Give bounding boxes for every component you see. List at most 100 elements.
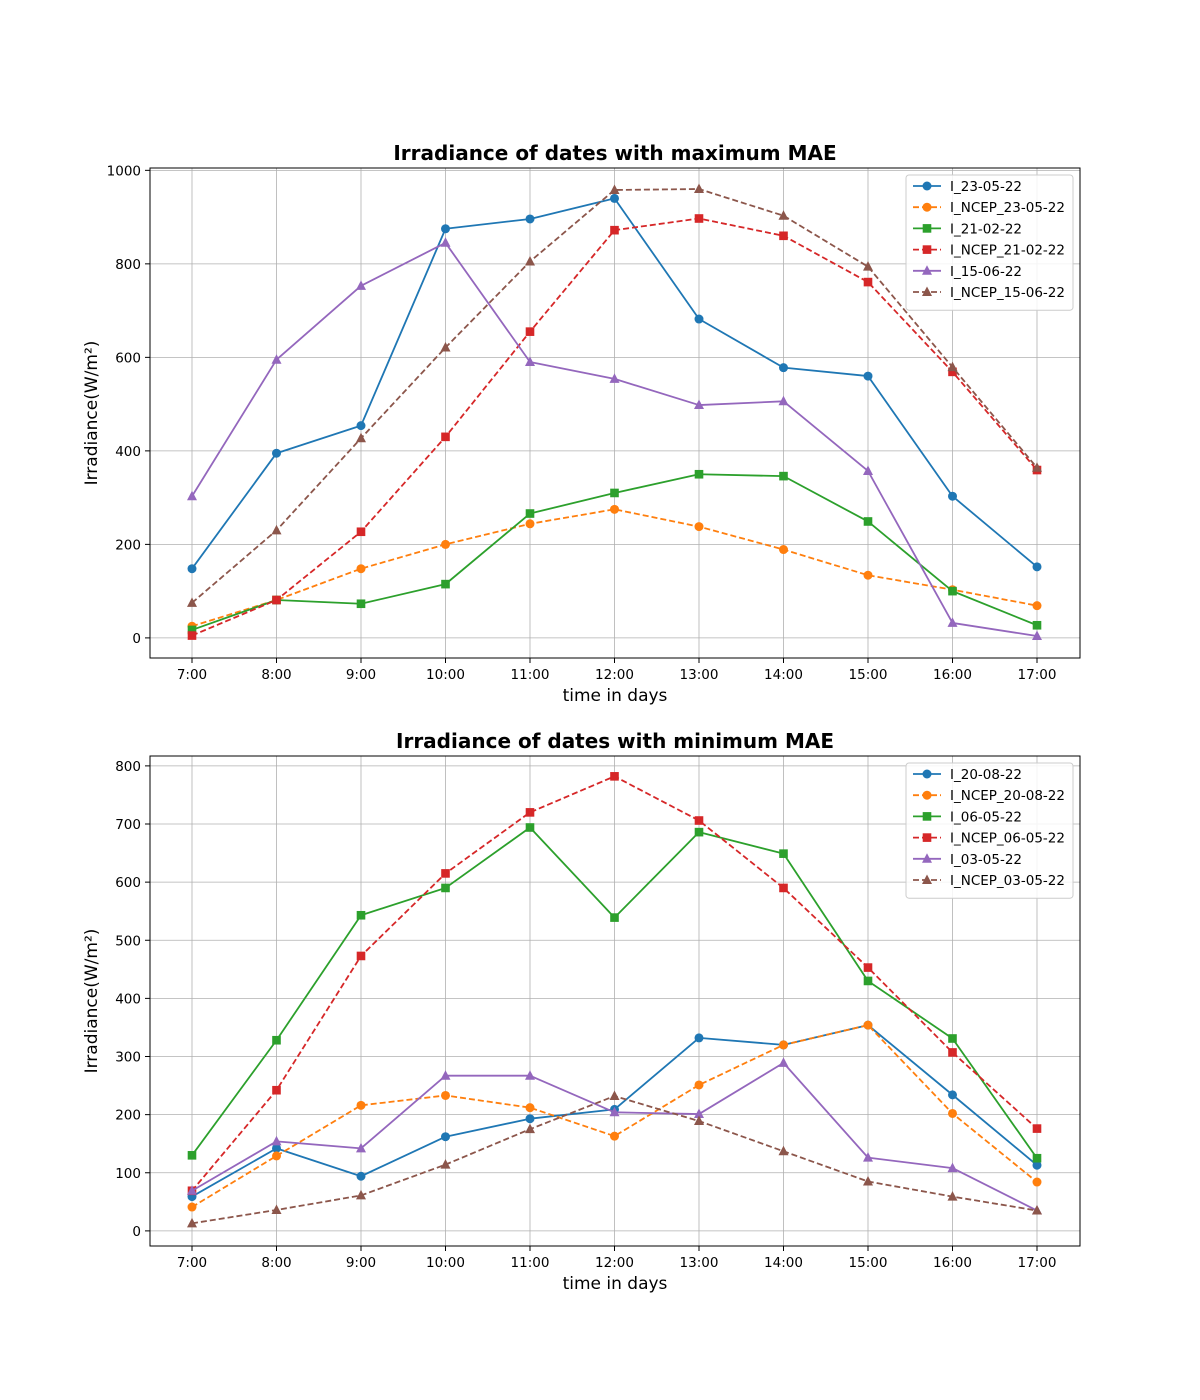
data-point	[778, 1145, 789, 1156]
legend-marker	[922, 874, 932, 884]
data-point	[441, 579, 450, 589]
data-point	[694, 1108, 704, 1119]
y-axis-label: Irradiance(W/m²)	[82, 341, 102, 486]
x-tick-label: 10:00	[426, 667, 465, 683]
chart-title: Irradiance of dates with minimum MAE	[396, 729, 834, 753]
data-point	[441, 224, 450, 234]
data-point	[525, 1070, 535, 1080]
series-6	[187, 183, 1042, 607]
x-tick-label: 14:00	[764, 1255, 803, 1271]
data-point	[948, 1108, 957, 1118]
data-point	[1032, 462, 1042, 472]
x-tick-label: 7:00	[177, 1255, 207, 1271]
data-point	[271, 1135, 282, 1146]
data-point	[779, 849, 788, 858]
y-tick-label: 400	[115, 991, 141, 1007]
x-tick-label: 13:00	[680, 1255, 719, 1271]
legend: I_23-05-22 I_NCEP_23-05-22 I_21-02-22 I_NCE…	[905, 174, 1074, 311]
legend-marker	[922, 790, 932, 800]
legend-box	[905, 174, 1074, 311]
x-tick-label: 13:00	[680, 667, 719, 683]
data-point	[863, 976, 873, 986]
data-point	[694, 183, 704, 194]
data-point	[356, 527, 366, 537]
legend-marker	[922, 833, 932, 842]
data-point	[356, 1171, 366, 1181]
data-point	[610, 504, 619, 514]
data-point	[779, 883, 788, 893]
data-point	[1032, 562, 1042, 572]
legend-label: I_23-05-22	[950, 179, 1022, 195]
y-tick-label: 0	[132, 631, 141, 647]
legend-marker	[922, 245, 932, 254]
data-point	[272, 1151, 281, 1161]
data-point	[609, 1106, 620, 1117]
legend-marker	[922, 181, 932, 191]
x-tick-label: 11:00	[511, 1255, 550, 1271]
data-point	[525, 214, 535, 224]
data-point	[1032, 1153, 1042, 1163]
legend-marker	[922, 286, 932, 296]
legend: I_20-08-22 I_NCEP_20-08-22 I_06-05-22 I_NCE…	[905, 762, 1074, 899]
data-point	[1032, 1205, 1042, 1215]
x-tick-label: 17:00	[1018, 1255, 1057, 1271]
y-tick-label: 500	[115, 933, 141, 949]
data-point	[779, 545, 788, 555]
y-tick-label: 1000	[107, 163, 141, 179]
data-point	[272, 595, 281, 605]
data-point	[694, 816, 704, 825]
legend-label: I_NCEP_03-05-22	[950, 873, 1065, 889]
y-tick-label: 600	[115, 350, 141, 366]
data-point	[610, 488, 619, 498]
data-point	[525, 256, 535, 266]
data-point	[271, 524, 282, 535]
data-point	[610, 772, 619, 781]
data-point	[272, 1143, 281, 1153]
data-point	[610, 913, 619, 922]
data-point	[525, 1114, 535, 1124]
legend-label: I_03-05-22	[950, 852, 1022, 868]
data-point	[356, 910, 366, 920]
data-point	[610, 225, 619, 235]
data-point	[356, 421, 366, 431]
y-axis-label: Irradiance(W/m²)	[82, 929, 102, 1074]
data-point	[947, 1162, 958, 1173]
data-point	[1032, 601, 1042, 611]
data-point	[272, 1085, 281, 1095]
data-point	[948, 1034, 957, 1043]
y-tick-label: 200	[115, 1108, 141, 1124]
data-point	[778, 210, 789, 220]
y-tick-label: 600	[115, 875, 141, 891]
data-point	[187, 1217, 197, 1228]
legend-marker	[922, 265, 932, 275]
data-point	[441, 432, 450, 442]
data-point	[863, 465, 873, 475]
data-point	[272, 448, 281, 458]
data-point	[441, 539, 450, 549]
data-point	[948, 491, 957, 501]
y-tick-label: 700	[115, 817, 141, 833]
x-tick-label: 10:00	[426, 1255, 465, 1271]
chart-panel-1: 7:00 8:00 9:00 10:00 11:00 12:00 13:00 14:00 15:…	[82, 141, 1081, 706]
legend-marker	[922, 769, 932, 779]
data-point	[187, 564, 197, 574]
y-tick-label: 800	[115, 759, 141, 775]
data-point	[694, 469, 704, 479]
chart-panel-2: 7:00 8:00 9:00 10:00 11:00 12:00 13:00 14:00 15:…	[82, 729, 1081, 1294]
data-point	[610, 1131, 619, 1141]
data-point	[272, 1035, 281, 1045]
data-point	[779, 471, 788, 481]
legend-label: I_NCEP_15-06-22	[950, 285, 1065, 301]
data-point	[271, 354, 282, 364]
data-point	[271, 1204, 282, 1214]
series-line	[191, 1024, 1038, 1208]
data-point	[441, 1132, 450, 1142]
data-point	[947, 1191, 958, 1201]
data-point	[779, 363, 788, 373]
data-point	[525, 823, 535, 832]
legend-label: I_NCEP_20-08-22	[950, 788, 1065, 804]
series-4	[187, 772, 1042, 1196]
data-point	[609, 373, 620, 383]
data-point	[187, 490, 197, 501]
data-point	[863, 371, 873, 381]
